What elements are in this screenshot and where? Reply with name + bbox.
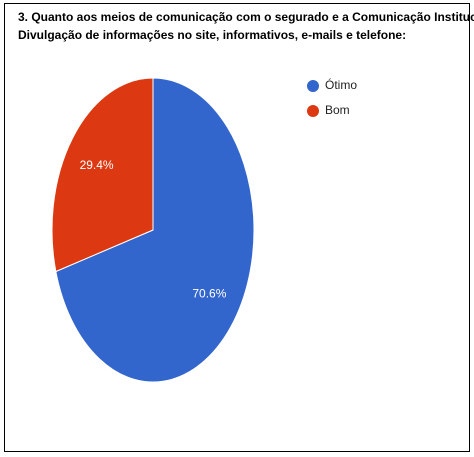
slice-label: 70.6% [192, 286, 226, 300]
legend-label: Ótimo [325, 77, 357, 92]
legend-label: Bom [325, 103, 350, 117]
chart-title: Divulgação de informações no site, infor… [18, 28, 406, 42]
pie-slice [51, 77, 154, 273]
slice-label: 29.4% [80, 158, 114, 172]
pie-slice [55, 77, 255, 383]
legend-marker [307, 105, 319, 117]
chart-title: 3. Quanto aos meios de comunicação com o… [18, 10, 474, 24]
legend-marker [307, 80, 319, 92]
